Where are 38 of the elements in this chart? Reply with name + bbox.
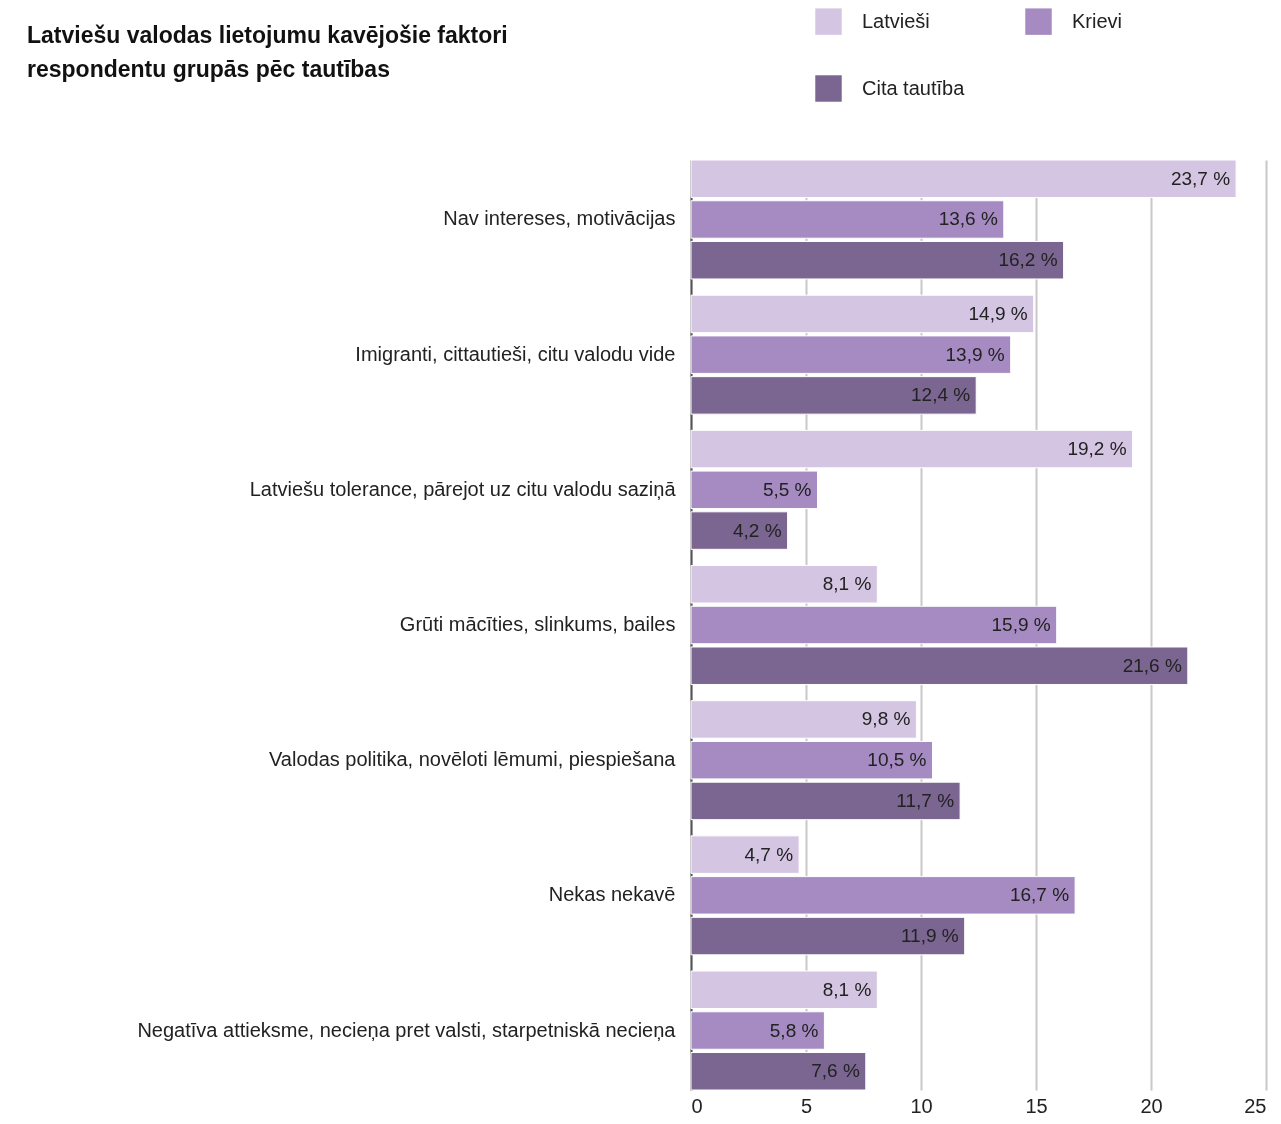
data-label: 23,7 % [1170, 167, 1231, 189]
y-tick-label: Valodas politika, novēloti lēmumi, piespiešana [268, 748, 677, 771]
data-label: 8,1 % [822, 573, 872, 595]
x-tick-label: 25 [1244, 1094, 1267, 1117]
data-label: 4,2 % [733, 519, 782, 541]
y-tick-label: Negatīva attieksme, necieņa pret valsti, starpetniskā necieņa [137, 1018, 677, 1041]
legend-label: Latvieši [862, 9, 930, 32]
data-label: 13,6 % [938, 208, 998, 230]
data-label: 12,4 % [911, 384, 971, 406]
x-tick-label: 15 [1025, 1094, 1048, 1117]
y-tick-label: Latviešu tolerance, pārejot uz citu valodu saziņā [249, 477, 677, 500]
data-label: 9,8 % [861, 708, 911, 730]
data-label: 16,7 % [1009, 884, 1070, 906]
y-tick-label: Nekas nekavē [548, 883, 676, 906]
data-label: 5,5 % [762, 478, 812, 500]
x-tick-label: 0 [691, 1094, 703, 1117]
data-label: 11,9 % [900, 925, 959, 947]
data-label: 10,5 % [867, 749, 927, 771]
data-label: 4,7 % [744, 843, 794, 865]
data-label: 16,2 % [998, 249, 1058, 271]
y-tick-label: Imigranti, cittautieši, citu valodu vide [355, 342, 676, 365]
data-label: 13,9 % [945, 343, 1005, 365]
y-tick-label: Nav intereses, motivācijas [443, 207, 676, 230]
data-label: 14,9 % [968, 302, 1028, 324]
data-label: 5,8 % [769, 1019, 819, 1041]
x-tick-label: 20 [1140, 1094, 1163, 1117]
text: Latviešu valodas lietojumu kavējošie faktori respondentu grupās pēc tautības [27, 22, 508, 82]
data-label: 21,6 % [1122, 654, 1182, 676]
data-label: 8,1 % [822, 978, 872, 1000]
data-label: 11,7 % [896, 789, 955, 811]
data-label: 7,6 % [811, 1060, 860, 1082]
data-label: 15,9 % [991, 614, 1051, 635]
legend-label: Krievi [1072, 9, 1123, 32]
x-tick-label: 5 [800, 1094, 813, 1117]
x-tick-label: 10 [910, 1094, 933, 1117]
y-tick-label: Grūti mācīties, slinkums, bailes [399, 613, 676, 635]
legend-label: Cita tautība [862, 76, 966, 99]
data-label: 19,2 % [1067, 438, 1127, 460]
